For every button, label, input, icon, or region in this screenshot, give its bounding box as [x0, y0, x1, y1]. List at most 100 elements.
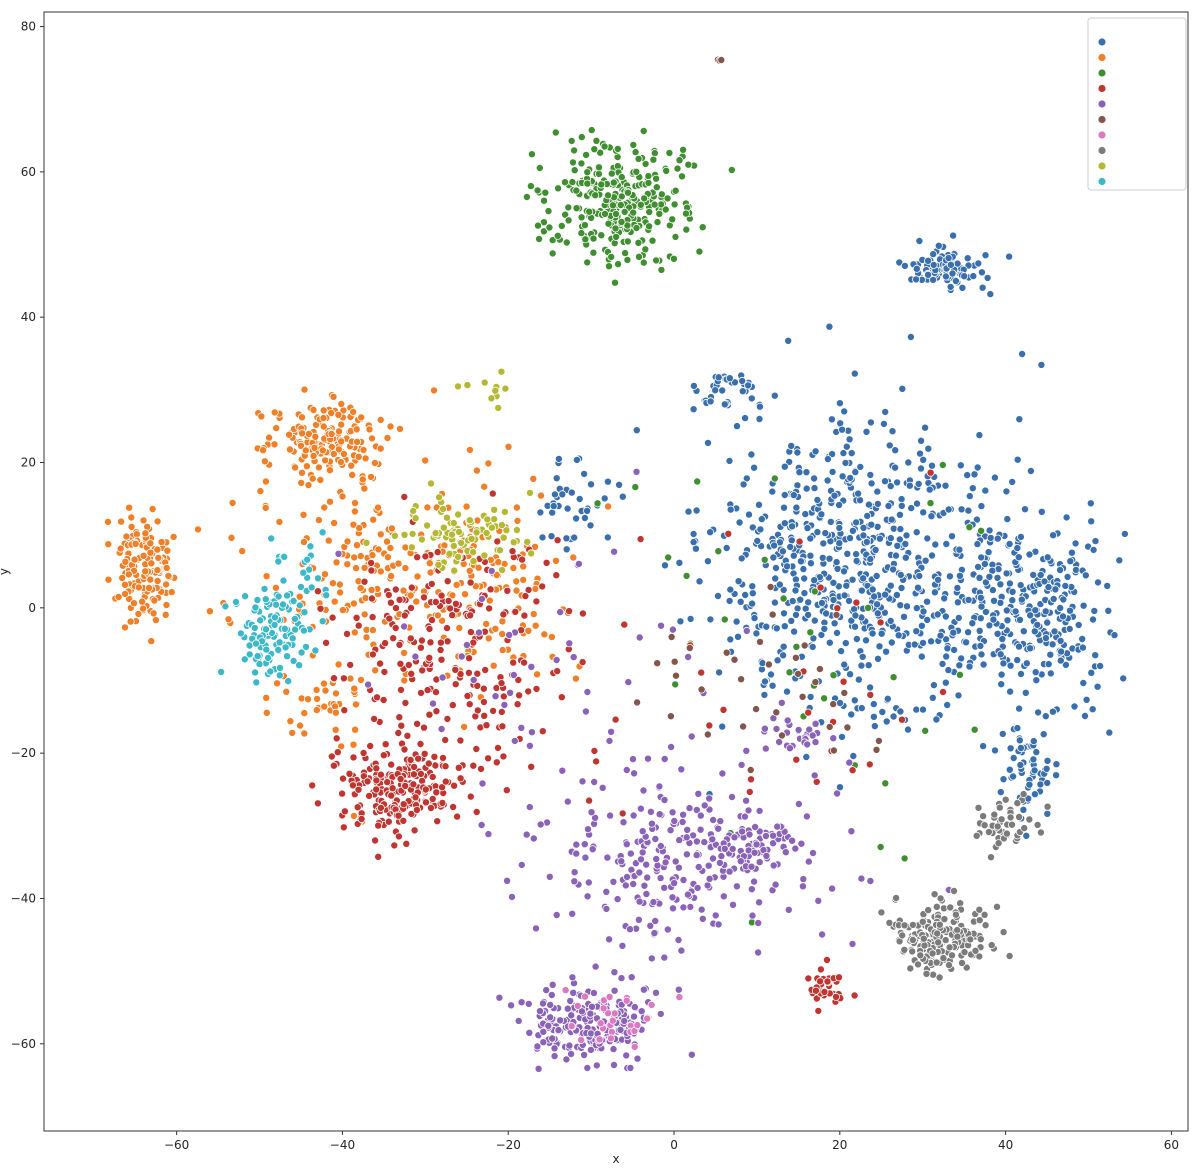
- scatter-point: [297, 648, 306, 657]
- scatter-point: [253, 652, 262, 661]
- scatter-point: [552, 656, 561, 665]
- scatter-point: [780, 490, 789, 499]
- scatter-point: [716, 817, 725, 826]
- scatter-point: [227, 533, 236, 542]
- scatter-point: [971, 946, 980, 955]
- scatter-point: [919, 508, 928, 517]
- scatter-point: [755, 898, 764, 907]
- legend-marker-1[interactable]: [1097, 37, 1107, 47]
- scatter-point: [597, 180, 606, 189]
- scatter-point: [127, 522, 136, 531]
- scatter-point: [964, 628, 973, 637]
- legend-marker-7[interactable]: [1097, 130, 1107, 140]
- scatter-point: [945, 572, 954, 581]
- scatter-point: [788, 522, 797, 531]
- legend[interactable]: [1087, 17, 1187, 191]
- scatter-point: [558, 766, 567, 775]
- legend-marker-2[interactable]: [1097, 53, 1107, 62]
- scatter-point: [262, 645, 271, 654]
- scatter-point: [629, 880, 638, 889]
- scatter-point: [388, 784, 397, 793]
- scatter-point: [645, 222, 654, 231]
- scatter-point: [832, 992, 841, 1001]
- scatter-point: [818, 553, 827, 562]
- scatter-point: [859, 574, 868, 583]
- x-tick-label: −60: [164, 1138, 189, 1152]
- scatter-point: [443, 714, 452, 723]
- scatter-point: [162, 580, 171, 589]
- scatter-point: [380, 667, 389, 676]
- scatter-point: [800, 641, 809, 650]
- scatter-point: [912, 528, 921, 537]
- scatter-point: [432, 707, 441, 716]
- scatter-point: [839, 677, 848, 686]
- scatter-point: [642, 890, 651, 899]
- scatter-point: [447, 530, 456, 539]
- scatter-point: [923, 534, 932, 543]
- series-8: [877, 790, 1052, 982]
- scatter-point: [504, 442, 513, 451]
- legend-marker-8[interactable]: [1097, 146, 1107, 155]
- scatter-point: [903, 602, 912, 611]
- scatter-point: [979, 742, 988, 751]
- scatter-point: [901, 553, 910, 562]
- scatter-point: [633, 1054, 642, 1063]
- scatter-point: [882, 717, 891, 726]
- scatter-point: [773, 656, 782, 665]
- legend-marker-4[interactable]: [1097, 84, 1107, 93]
- scatter-point: [455, 624, 464, 633]
- scatter-point: [655, 810, 664, 819]
- scatter-point: [887, 638, 896, 647]
- scatter-point: [553, 667, 562, 676]
- scatter-point: [605, 262, 614, 271]
- scatter-point: [349, 520, 358, 529]
- scatter-point: [472, 528, 481, 537]
- scatter-point: [407, 669, 416, 678]
- scatter-point: [985, 526, 994, 535]
- scatter-point: [881, 477, 890, 486]
- scatter-point: [892, 894, 901, 903]
- scatter-point: [578, 658, 587, 667]
- scatter-point: [376, 567, 385, 576]
- legend-marker-10[interactable]: [1097, 177, 1107, 186]
- scatter-point: [636, 535, 645, 544]
- scatter-point: [798, 882, 807, 891]
- scatter-point: [733, 422, 742, 431]
- scatter-point: [817, 599, 826, 608]
- legend-marker-3[interactable]: [1097, 68, 1107, 78]
- scatter-point: [472, 808, 481, 817]
- scatter-point: [981, 607, 990, 616]
- scatter-point: [529, 474, 538, 483]
- scatter-point: [847, 827, 856, 836]
- scatter-point: [856, 462, 865, 471]
- scatter-point: [613, 144, 622, 153]
- scatter-point: [930, 588, 939, 597]
- scatter-point: [400, 648, 409, 657]
- scatter-point: [973, 463, 982, 472]
- scatter-point: [352, 613, 361, 622]
- scatter-point: [758, 659, 767, 668]
- scatter-point: [917, 621, 926, 630]
- scatter-point: [598, 783, 607, 792]
- scatter-point: [374, 821, 383, 830]
- scatter-point: [820, 624, 829, 633]
- legend-marker-5[interactable]: [1097, 99, 1107, 109]
- scatter-point: [687, 732, 696, 741]
- scatter-point: [714, 920, 723, 929]
- scatter-point: [953, 598, 962, 607]
- scatter-point: [162, 563, 171, 572]
- scatter-point: [873, 600, 882, 609]
- scatter-point: [525, 1028, 534, 1037]
- scatter-point: [596, 148, 605, 157]
- scatter-point: [373, 503, 382, 512]
- scatter-point: [427, 616, 436, 625]
- y-tick-label: 20: [21, 456, 36, 470]
- scatter-point: [741, 591, 750, 600]
- legend-marker-6[interactable]: [1097, 115, 1107, 124]
- legend-marker-9[interactable]: [1097, 161, 1107, 171]
- scatter-point: [614, 260, 623, 269]
- scatter-point: [572, 455, 581, 464]
- scatter-point: [770, 391, 779, 400]
- scatter-point: [573, 1001, 582, 1010]
- scatter-point: [406, 634, 415, 643]
